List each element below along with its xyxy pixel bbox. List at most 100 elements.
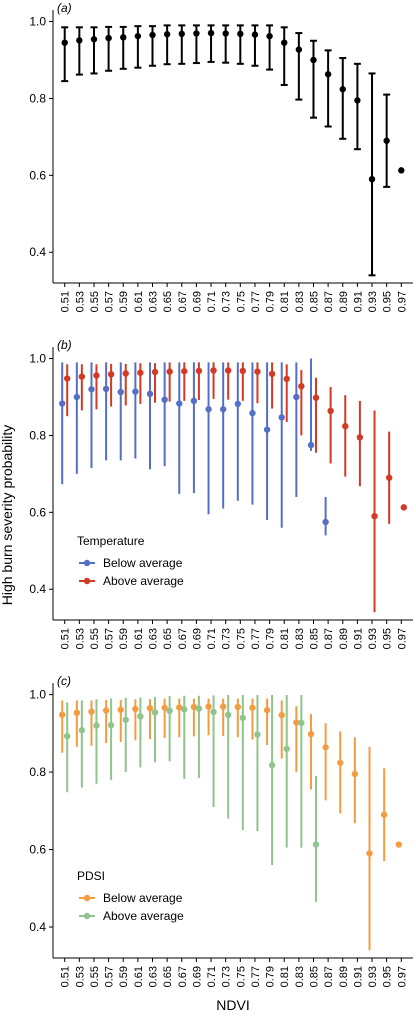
legend-key-point (83, 577, 91, 585)
panel-1: (a)0.40.60.81.00.51 0.53 0.55 0.57 0.59 0.61 0… (29, 1, 413, 312)
x-tick-label: 0.93 (367, 628, 379, 649)
data-point (283, 375, 290, 383)
x-tick-label: 0.57 (104, 966, 116, 987)
data-point (395, 841, 402, 848)
data-point (254, 368, 261, 375)
panel-2: (b)0.40.60.81.00.51 0.53 0.55 0.57 0.59 0.61 0… (29, 338, 413, 649)
x-tick-label: 0.83 (294, 628, 306, 649)
data-point (312, 394, 320, 401)
data-point (163, 31, 171, 38)
data-point (210, 367, 217, 374)
data-point (219, 406, 227, 413)
x-tick-label: 0.61 (133, 966, 145, 987)
x-tick-label: 0.55 (89, 291, 101, 312)
data-point (88, 708, 95, 715)
data-point (339, 86, 346, 93)
data-point (293, 719, 300, 726)
data-point (105, 34, 112, 42)
x-tick-label: 0.69 (191, 628, 203, 649)
data-point (356, 434, 364, 441)
data-point (205, 703, 212, 710)
legend: Temperature Below average Above average (77, 534, 184, 588)
legend: PDSI Below average Above average (77, 869, 184, 923)
x-tick-label: 0.97 (396, 628, 408, 649)
data-point (161, 396, 168, 403)
data-point (327, 407, 334, 415)
data-point (61, 39, 68, 46)
data-point (132, 705, 139, 713)
x-tick-label: 0.63 (148, 966, 160, 987)
data-point (268, 370, 276, 378)
data-point (324, 71, 332, 78)
data-point (263, 706, 271, 714)
x-tick-label: 0.95 (382, 291, 394, 312)
data-point (278, 414, 285, 421)
x-axis-label: NDVI (216, 997, 249, 1013)
data-point (322, 744, 329, 751)
x-tick-label: 0.91 (352, 966, 364, 987)
x-tick-label: 0.63 (148, 291, 160, 312)
data-point (90, 36, 98, 43)
x-tick-label: 0.67 (177, 628, 189, 649)
x-tick-label: 0.81 (279, 966, 291, 987)
data-point (310, 56, 317, 64)
data-point (337, 759, 344, 766)
panel-label: (a) (57, 1, 72, 15)
legend-label: Below average (103, 891, 183, 905)
x-tick-label: 0.65 (162, 291, 174, 312)
x-tick-label: 0.71 (206, 966, 218, 987)
data-point (161, 704, 168, 711)
x-tick-label: 0.65 (162, 966, 174, 987)
data-point (219, 703, 227, 710)
data-point (102, 707, 110, 714)
x-tick-label: 0.85 (308, 628, 320, 649)
x-tick-label: 0.89 (338, 966, 350, 987)
data-point (134, 32, 142, 40)
x-tick-label: 0.83 (294, 291, 306, 312)
x-tick-label: 0.97 (396, 291, 408, 312)
data-point (380, 811, 388, 818)
x-tick-label: 0.93 (367, 291, 379, 312)
data-point (298, 383, 305, 390)
x-tick-label: 0.79 (265, 966, 277, 987)
x-tick-label: 0.77 (250, 966, 262, 987)
x-tick-label: 0.63 (148, 628, 160, 649)
data-point (400, 504, 407, 511)
x-tick-label: 0.71 (206, 291, 218, 312)
data-point (263, 426, 271, 433)
data-point (278, 711, 285, 719)
data-point (210, 708, 217, 716)
data-point (149, 31, 156, 39)
data-point (371, 512, 378, 520)
x-tick-label: 0.95 (382, 966, 394, 987)
x-tick-label: 0.67 (177, 291, 189, 312)
data-point (107, 722, 115, 729)
y-tick-label: 0.4 (29, 582, 46, 596)
x-tick-label: 0.51 (60, 966, 72, 987)
legend-label: Above average (103, 909, 184, 923)
data-point (239, 367, 247, 375)
x-tick-label: 0.69 (191, 966, 203, 987)
data-point (307, 441, 315, 449)
x-tick-label: 0.69 (191, 291, 203, 312)
legend-key-point (83, 894, 91, 902)
x-tick-label: 0.75 (235, 291, 247, 312)
data-point (354, 97, 361, 104)
data-point (73, 709, 81, 717)
data-point (137, 713, 144, 720)
data-point (166, 368, 173, 375)
data-point (151, 368, 159, 376)
x-tick-label: 0.95 (382, 628, 394, 649)
data-point (178, 30, 185, 38)
data-point (322, 518, 329, 526)
legend-key-point (83, 559, 91, 567)
legend-label: Above average (103, 574, 184, 588)
x-tick-label: 0.85 (308, 291, 320, 312)
data-point (249, 704, 256, 711)
data-point (249, 409, 256, 417)
x-tick-label: 0.79 (265, 628, 277, 649)
data-point (59, 400, 66, 407)
data-point (239, 714, 247, 722)
x-tick-label: 0.59 (118, 291, 130, 312)
data-point (385, 474, 393, 481)
